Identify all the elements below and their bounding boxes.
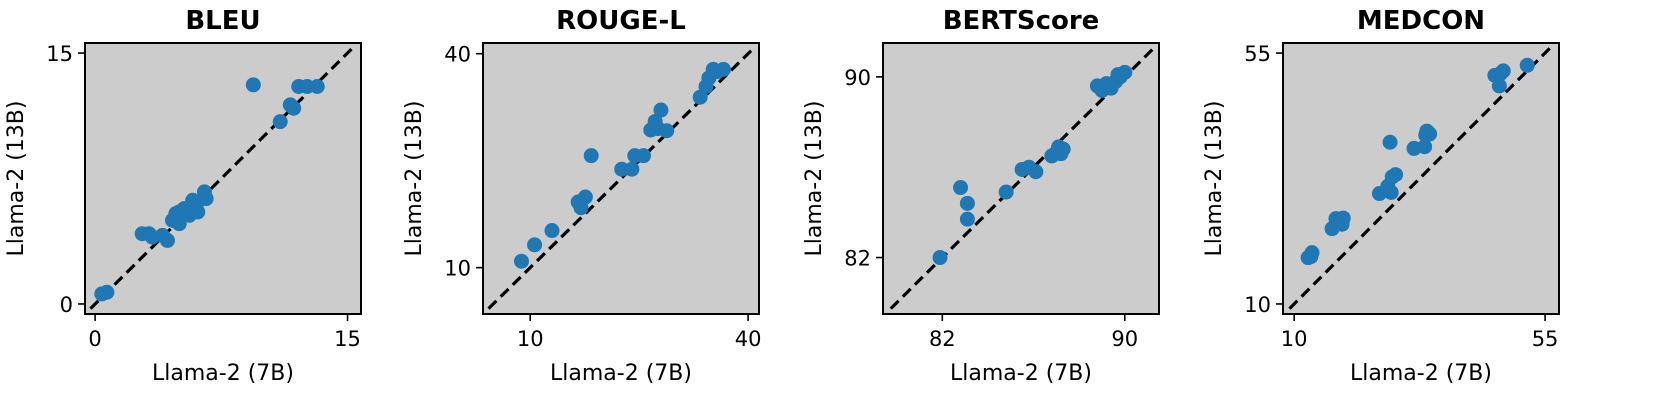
y-axis-label: Llama-2 (13B) xyxy=(1202,101,1227,257)
y-axis-label: Llama-2 (13B) xyxy=(802,101,827,257)
data-point xyxy=(1491,78,1507,94)
data-point xyxy=(577,189,593,205)
y-tick-label: 0 xyxy=(60,293,73,317)
chart-panel-rouge-l: 10 40 10 40 ROUGE-L Llama-2 (7B) Llama-2 (13B) xyxy=(402,6,761,386)
y-tick-label: 90 xyxy=(844,66,871,90)
x-tick-label: 10 xyxy=(1281,327,1308,351)
data-point xyxy=(1495,63,1511,79)
x-axis-label: Llama-2 (7B) xyxy=(152,361,294,386)
identity-line xyxy=(1288,47,1551,310)
data-point xyxy=(309,78,325,94)
x-tick-label: 82 xyxy=(929,327,956,351)
plot-frame xyxy=(882,42,1160,315)
data-point xyxy=(159,232,175,248)
data-point xyxy=(1055,141,1071,157)
x-tick-label: 55 xyxy=(1532,327,1559,351)
chart-panel-bleu: 0 15 0 15 BLEU Llama-2 (7B) Llama-2 (13B) xyxy=(4,6,362,386)
y-axis-label: Llama-2 (13B) xyxy=(4,101,29,257)
data-point xyxy=(959,211,975,227)
chart-panel-bertscore: 82 90 82 90 BERTScore Llama-2 (7B) Llama-2 (13… xyxy=(802,6,1160,386)
plot-background xyxy=(1283,43,1559,314)
x-axis-label: Llama-2 (7B) xyxy=(950,361,1092,386)
data-point xyxy=(636,148,652,164)
y-tick-label: 82 xyxy=(844,247,871,271)
data-point xyxy=(527,237,543,253)
data-point xyxy=(1422,126,1438,142)
chart-title: BLEU xyxy=(185,6,260,36)
chart-title: ROUGE-L xyxy=(556,6,686,36)
y-tick-label: 10 xyxy=(1244,293,1271,317)
plot-frame xyxy=(1282,42,1560,315)
data-point xyxy=(190,204,206,220)
data-point xyxy=(1388,167,1404,183)
plot-frame xyxy=(84,42,362,315)
data-point xyxy=(998,184,1014,200)
chart-title: MEDCON xyxy=(1357,6,1485,36)
x-tick-label: 0 xyxy=(88,327,101,351)
data-point xyxy=(659,123,675,139)
data-point xyxy=(1383,184,1399,200)
data-point xyxy=(171,216,187,232)
data-point xyxy=(1519,57,1535,73)
data-point xyxy=(198,191,214,207)
x-tick-label: 15 xyxy=(334,327,361,351)
x-tick-label: 90 xyxy=(1111,327,1138,351)
data-point xyxy=(1303,249,1319,265)
data-point xyxy=(1334,216,1350,232)
data-point xyxy=(1417,139,1433,155)
y-tick-label: 40 xyxy=(444,43,471,67)
data-point xyxy=(953,180,969,196)
y-tick-label: 15 xyxy=(46,42,73,66)
chart-title: BERTScore xyxy=(943,6,1100,36)
data-point xyxy=(653,102,669,118)
data-point xyxy=(544,223,560,239)
plot-frame xyxy=(482,42,760,315)
data-point xyxy=(959,195,975,211)
x-tick-label: 10 xyxy=(517,327,544,351)
x-axis-label: Llama-2 (7B) xyxy=(550,361,692,386)
chart-panel-medcon: 10 55 10 55 MEDCON Llama-2 (7B) Llama-2 (13B) xyxy=(1202,6,1560,386)
x-tick-label: 40 xyxy=(735,327,762,351)
y-tick-label: 10 xyxy=(444,257,471,281)
data-point xyxy=(932,250,948,266)
data-point xyxy=(245,77,261,93)
x-axis-label: Llama-2 (7B) xyxy=(1350,361,1492,386)
y-tick-label: 55 xyxy=(1244,42,1271,66)
data-point xyxy=(1028,164,1044,180)
data-point xyxy=(624,161,640,177)
data-point xyxy=(1110,67,1126,83)
data-point xyxy=(583,148,599,164)
data-point xyxy=(99,284,115,300)
data-point xyxy=(715,61,731,77)
data-point xyxy=(272,114,288,130)
data-point xyxy=(1382,134,1398,150)
data-point xyxy=(286,100,302,116)
data-point xyxy=(513,253,529,269)
y-axis-label: Llama-2 (13B) xyxy=(402,101,427,257)
